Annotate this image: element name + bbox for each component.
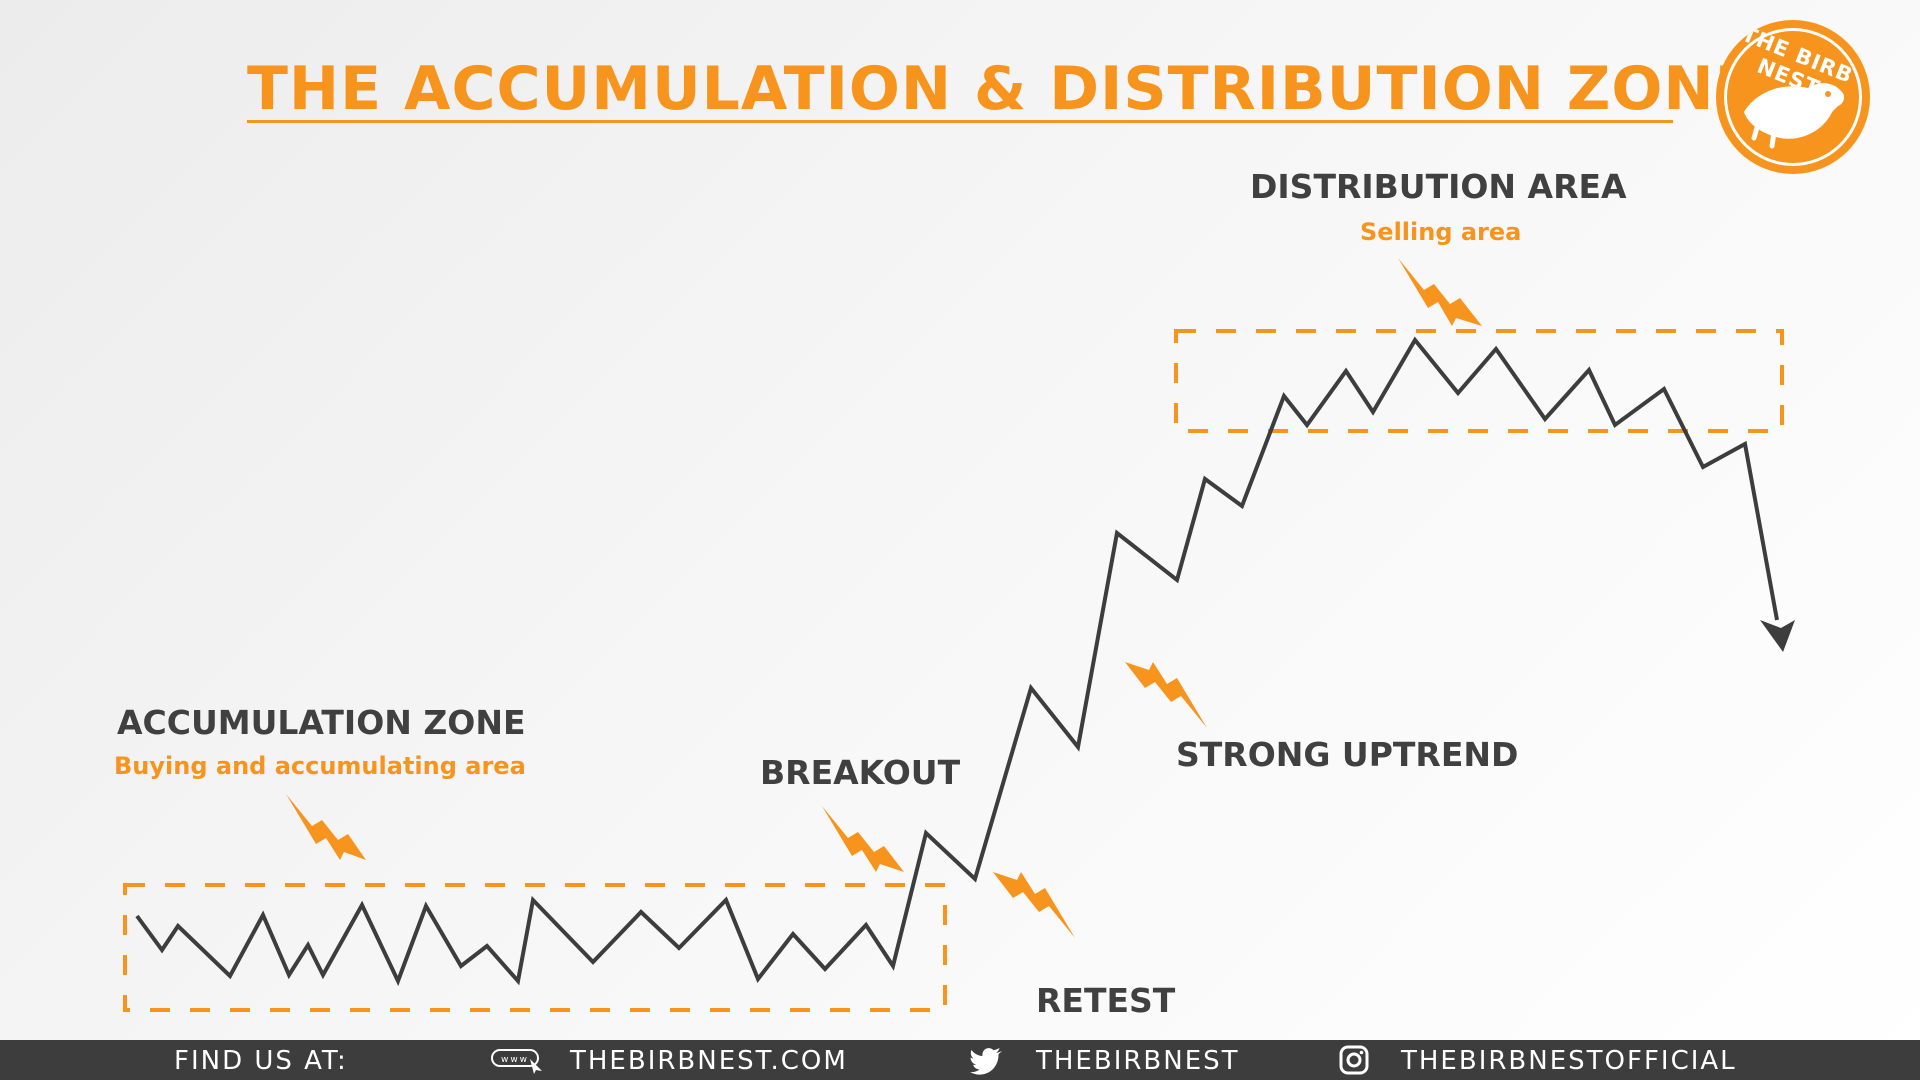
accumulation-zone-box (123, 883, 947, 1012)
twitter-handle[interactable]: THEBIRBNEST (1036, 1046, 1240, 1076)
title-underline (247, 120, 1673, 123)
retest-label: RETEST (1036, 981, 1176, 1020)
bird-icon (1744, 83, 1845, 149)
brand-logo: THE BIRB NEST (1716, 20, 1870, 174)
distribution-area-title: DISTRIBUTION AREA (1250, 167, 1627, 206)
instagram-icon (1339, 1045, 1369, 1075)
diagram-canvas (123, 258, 1795, 1012)
svg-text:www: www (501, 1055, 529, 1065)
price-line (135, 336, 1779, 987)
lightning-arrow-icon (993, 872, 1075, 938)
distribution-zone-box (1174, 329, 1784, 433)
breakout-label: BREAKOUT (760, 753, 961, 792)
lightning-arrow-icon (1398, 258, 1482, 326)
lightning-arrow-icon (286, 794, 366, 860)
strong-uptrend-label: STRONG UPTREND (1176, 735, 1519, 774)
page-title: THE ACCUMULATION & DISTRIBUTION ZONE (247, 54, 1757, 124)
website-icon: www (491, 1049, 542, 1074)
lightning-arrow-icon (822, 806, 904, 872)
website-link[interactable]: THEBIRBNEST.COM (570, 1046, 848, 1076)
down-arrow-icon (1760, 620, 1795, 652)
accumulation-zone-title: ACCUMULATION ZONE (117, 703, 526, 742)
instagram-handle[interactable]: THEBIRBNESTOFFICIAL (1401, 1046, 1737, 1076)
distribution-area-subtitle: Selling area (1360, 218, 1522, 246)
logo-ring (1724, 28, 1862, 166)
footer-bar: FIND US AT: www THEBIRBNEST.COM THEBIRBN… (0, 1040, 1920, 1080)
accumulation-zone-subtitle: Buying and accumulating area (114, 752, 526, 780)
twitter-icon (970, 1048, 1002, 1075)
find-us-label: FIND US AT: (174, 1046, 348, 1076)
lightning-arrow-icon (1125, 662, 1207, 728)
